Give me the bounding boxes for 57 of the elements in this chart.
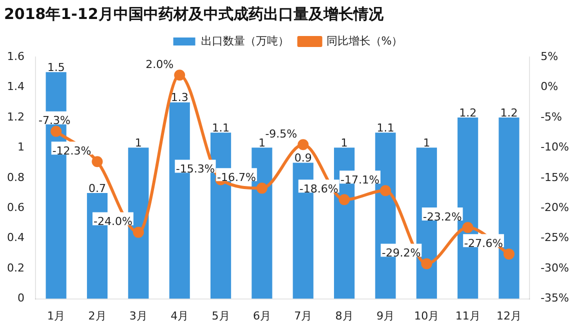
x-tick-label: 2月 [88,309,106,322]
x-tick-label: 7月 [294,309,312,322]
y-tick-label: 1.2 [6,110,24,124]
x-tick-label: 8月 [335,309,354,322]
data-label: -17.1% [340,173,380,186]
data-label: 1.2 [500,106,518,120]
x-tick-label: 11月 [455,309,480,322]
data-label: 2.0% [146,58,174,71]
y2-tick-label: -5% [540,110,562,124]
y-tick-label: 0.2 [6,261,24,274]
legend-label: 出口数量（万吨） [200,34,289,48]
legend-label: 同比增长（%） [326,34,403,48]
x-tick-label: 3月 [129,309,148,322]
data-label: 1.3 [170,91,188,104]
data-label: -12.3% [52,144,92,158]
y-tick-label: 1.4 [6,80,24,94]
x-tick-label: 4月 [170,309,189,322]
x-tick-label: 9月 [376,309,394,322]
x-tick-label: 6月 [252,309,271,322]
y2-tick-label: -30% [540,261,570,274]
data-label: 1.5 [47,60,65,74]
data-label: 1.1 [212,121,230,134]
y-tick-label: 0 [17,292,24,305]
data-label: -27.6% [464,236,504,250]
data-label: 1.1 [376,121,394,134]
data-label: -7.3% [38,114,70,128]
data-label: 0.7 [88,182,106,195]
data-label: -23.2% [422,210,462,224]
data-label: -18.6% [299,182,338,196]
y-tick-label: 0.8 [6,170,24,184]
x-tick-label: 1月 [47,309,66,322]
y-tick-label: 0.6 [6,200,24,214]
chart-title: 2018年1-12月中国中药材及中式成药出口量及增长情况 [4,4,384,23]
data-label: -16.7% [217,171,256,184]
y2-tick-label: 5% [540,50,558,63]
x-tick-label: 5月 [212,309,230,322]
y2-tick-label: -15% [540,170,570,184]
y2-tick-label: -25% [540,231,570,244]
data-label: 1 [258,136,266,150]
x-tick-label: 10月 [414,309,440,322]
data-label: 0.9 [294,152,312,165]
y2-tick-label: -10% [540,140,570,154]
y2-tick-label: 0% [540,80,558,94]
y-tick-label: 1 [17,140,24,154]
y-tick-label: 1.6 [6,50,24,63]
data-label: 1 [340,136,348,150]
data-label: 1.2 [459,106,477,120]
y2-tick-label: -20% [540,200,570,214]
data-label: -9.5% [265,128,298,141]
data-label: -15.3% [176,162,215,176]
data-label: 1 [423,136,430,150]
data-label: 1 [134,136,142,150]
y2-tick-label: -35% [540,292,570,305]
x-tick-label: 12月 [496,309,522,322]
y-tick-label: 0.4 [6,231,24,244]
data-label: -24.0% [94,215,132,228]
data-label: -29.2% [382,246,421,260]
